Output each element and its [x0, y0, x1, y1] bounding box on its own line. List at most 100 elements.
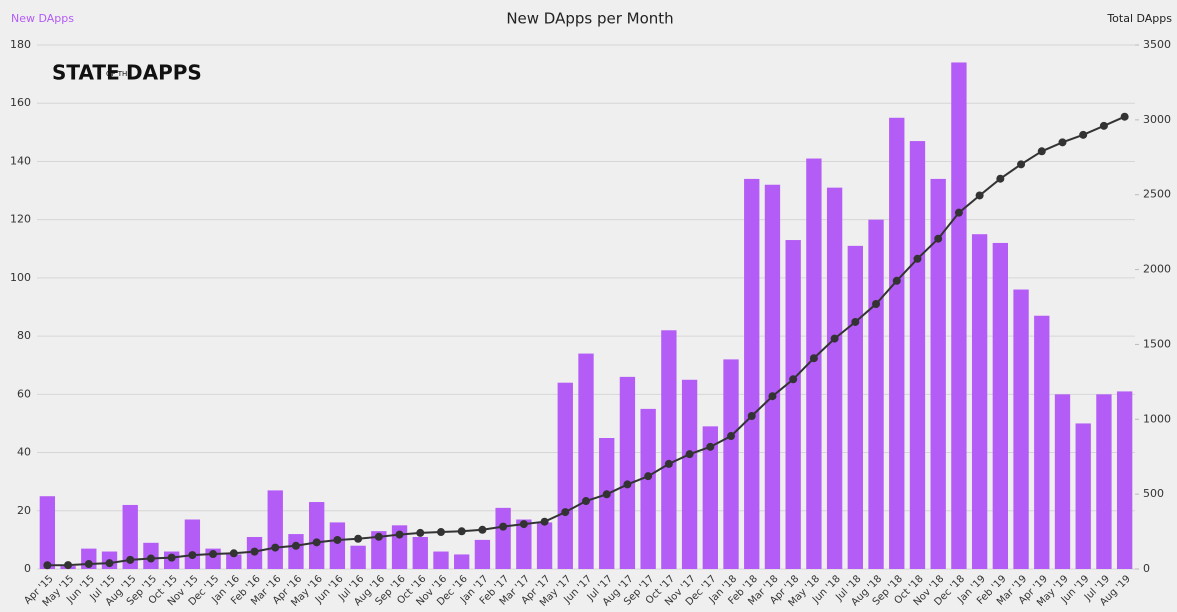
line-point: [1058, 138, 1067, 147]
line-point: [809, 354, 818, 363]
line-point: [457, 527, 466, 536]
line-point: [167, 553, 176, 562]
line-point: [623, 480, 632, 489]
bar: [640, 408, 656, 569]
bar: [806, 158, 822, 570]
line-point: [374, 532, 383, 541]
y-tick-label: 80: [17, 329, 31, 342]
y2-tick-label: 1500: [1143, 337, 1171, 350]
y2-tick-label: 2500: [1143, 188, 1171, 201]
bar: [930, 178, 946, 569]
bar: [868, 219, 884, 569]
line-point: [913, 254, 922, 263]
bar: [122, 504, 138, 569]
line-point: [768, 392, 777, 401]
bar: [350, 545, 366, 569]
legend-left: New DApps: [11, 12, 74, 25]
line-point: [582, 497, 590, 506]
line-point: [706, 442, 715, 451]
line-point: [146, 554, 155, 563]
bar: [184, 519, 201, 569]
bar: [309, 502, 325, 569]
logo-part: OF THE: [106, 70, 132, 78]
line-point: [312, 538, 321, 547]
line-point: [209, 550, 218, 559]
bar: [39, 496, 56, 569]
line-point: [747, 411, 756, 420]
line-point: [540, 517, 549, 526]
line-point: [561, 508, 570, 517]
line-point: [954, 208, 963, 217]
line-point: [333, 535, 342, 544]
line-point: [126, 555, 135, 564]
bar: [1054, 394, 1071, 569]
y-tick-label: 140: [10, 154, 31, 167]
line-point: [499, 522, 508, 531]
line-point: [519, 520, 528, 529]
bar: [557, 382, 573, 569]
bar: [826, 187, 843, 569]
bar: [661, 330, 677, 569]
line-point: [43, 561, 52, 570]
y-tick-label: 120: [10, 213, 31, 226]
line-point: [872, 300, 881, 309]
line-point: [229, 549, 238, 558]
line-point: [64, 561, 73, 570]
y-tick-label: 20: [17, 504, 31, 517]
bar: [1013, 289, 1029, 569]
bar: [847, 245, 863, 569]
line-point: [602, 490, 611, 499]
line-point: [436, 528, 445, 537]
bar: [226, 554, 242, 569]
y2-tick-label: 500: [1143, 487, 1164, 500]
bar: [454, 554, 470, 569]
line-point: [1037, 147, 1046, 156]
logo: STATE OF THE DAPPS: [52, 61, 202, 85]
line-point: [851, 317, 860, 326]
line-point: [188, 551, 197, 560]
bar: [433, 551, 449, 569]
line-point: [105, 559, 114, 568]
line-point: [685, 450, 694, 459]
logo-part: STATE: [52, 61, 120, 85]
bar: [267, 490, 283, 569]
line-point: [1079, 130, 1088, 139]
bar: [474, 539, 491, 569]
y-tick-label: 60: [17, 387, 31, 400]
bar: [723, 359, 739, 569]
y2-tick-label: 3500: [1143, 38, 1171, 51]
line-point: [727, 432, 736, 441]
bar: [1034, 315, 1050, 569]
y2-tick-label: 2000: [1143, 263, 1171, 276]
legend-right: Total DApps: [1106, 12, 1172, 25]
line-point: [664, 459, 673, 468]
bar: [495, 507, 511, 569]
logo-part: DAPPS: [126, 61, 202, 85]
bar: [619, 376, 636, 569]
bar: [288, 534, 304, 569]
bar: [412, 536, 428, 569]
bar: [536, 522, 553, 569]
line-point: [271, 543, 280, 552]
line-point: [250, 547, 259, 556]
bar: [371, 531, 387, 569]
line-point: [354, 534, 363, 543]
line-point: [478, 525, 487, 534]
y-tick-label: 40: [17, 446, 31, 459]
bar: [681, 379, 698, 569]
bar: [1116, 391, 1133, 569]
bar: [329, 522, 346, 569]
y2-tick-label: 1000: [1143, 412, 1171, 425]
line-point: [644, 472, 653, 481]
bar: [702, 426, 718, 569]
line-point: [1120, 112, 1129, 121]
bar: [971, 234, 988, 569]
bar: [578, 353, 594, 569]
line-point: [830, 334, 839, 343]
y-tick-label: 160: [10, 96, 31, 109]
line-point: [1099, 121, 1108, 130]
line-point: [291, 541, 300, 550]
line-point: [892, 276, 901, 285]
line-point: [1017, 160, 1026, 169]
